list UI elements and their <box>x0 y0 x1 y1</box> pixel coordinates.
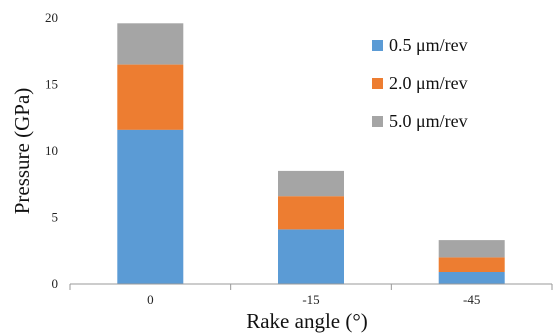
legend-label: 0.5 μm/rev <box>389 35 468 55</box>
bar--45-series-3 <box>438 240 505 258</box>
y-tick-label: 15 <box>45 77 58 92</box>
plot-area <box>117 23 505 284</box>
bar-0-series-3 <box>117 23 184 65</box>
bar--45-series-2 <box>438 257 505 272</box>
bar-0-series-1 <box>117 129 184 284</box>
y-tick-label: 20 <box>45 10 58 25</box>
bar--15-series-2 <box>278 196 344 230</box>
bar--45-series-1 <box>438 272 505 284</box>
legend: 0.5 μm/rev 2.0 μm/rev 5.0 μm/rev <box>372 35 468 131</box>
x-axis-label: Rake angle (°) <box>246 309 368 333</box>
x-tick-label: -45 <box>463 292 480 307</box>
x-tick-label: 0 <box>147 292 154 307</box>
y-tick-label: 0 <box>52 276 59 291</box>
x-axis-ticks: 0 -15 -45 <box>69 284 553 307</box>
legend-swatch <box>372 116 383 127</box>
y-tick-label: 5 <box>52 210 59 225</box>
y-axis-ticks: 0 5 10 15 20 <box>45 10 58 291</box>
y-axis-label: Pressure (GPa) <box>10 88 34 215</box>
legend-label: 5.0 μm/rev <box>389 111 468 131</box>
legend-swatch <box>372 78 383 89</box>
bar--15-series-1 <box>278 229 344 284</box>
bar--15-series-3 <box>278 170 344 197</box>
legend-label: 2.0 μm/rev <box>389 73 468 93</box>
y-tick-label: 10 <box>45 143 58 158</box>
x-tick-label: -15 <box>302 292 319 307</box>
bar-0-series-2 <box>117 64 184 130</box>
legend-swatch <box>372 40 383 51</box>
